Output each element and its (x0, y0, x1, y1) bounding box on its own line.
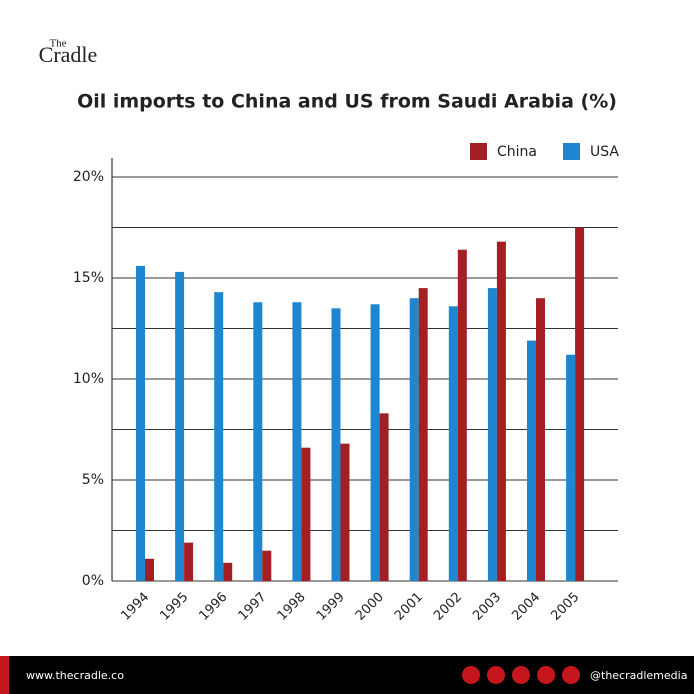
bar (175, 271, 185, 581)
legend-swatch (470, 143, 487, 160)
bar (145, 558, 154, 581)
logo-small: The (49, 38, 66, 50)
icon-telegram[interactable] (537, 666, 555, 684)
bar (214, 292, 224, 581)
bar (184, 542, 194, 581)
legend-label: China (497, 144, 537, 160)
icon-patreon[interactable] (562, 666, 580, 684)
logo: Cradle (39, 42, 98, 67)
bar (379, 413, 389, 581)
bar (340, 443, 350, 581)
bar (496, 241, 506, 581)
footer-accent (0, 656, 9, 694)
footer-website: www.thecradle.co (26, 669, 124, 682)
social-icons (462, 666, 580, 684)
bar (418, 288, 428, 581)
bar (575, 227, 585, 581)
icon-facebook[interactable] (462, 666, 480, 684)
y-tick-label: 0% (82, 573, 104, 589)
bar (136, 265, 145, 581)
legend-swatch (563, 143, 580, 160)
legend-label: USA (590, 144, 619, 160)
y-tick-label: 20% (73, 169, 104, 185)
bar (292, 302, 302, 581)
y-tick-label: 5% (82, 472, 104, 488)
bar (457, 249, 467, 581)
bar (527, 340, 536, 581)
bar (566, 354, 576, 581)
icon-twitter[interactable] (512, 666, 530, 684)
bar (370, 304, 380, 581)
y-tick-label: 10% (73, 371, 104, 387)
bar (409, 298, 419, 581)
y-tick-label: 15% (73, 270, 104, 286)
bar (448, 306, 458, 581)
bar (331, 308, 341, 581)
bar (536, 298, 545, 581)
chart-title: Oil imports to China and US from Saudi A… (77, 91, 617, 113)
bar (487, 288, 497, 581)
footer-handle: @thecradlemedia (590, 669, 687, 682)
bar (301, 447, 311, 581)
bar (262, 550, 272, 581)
bar (223, 562, 233, 581)
bar (253, 302, 263, 581)
icon-instagram[interactable] (487, 666, 505, 684)
